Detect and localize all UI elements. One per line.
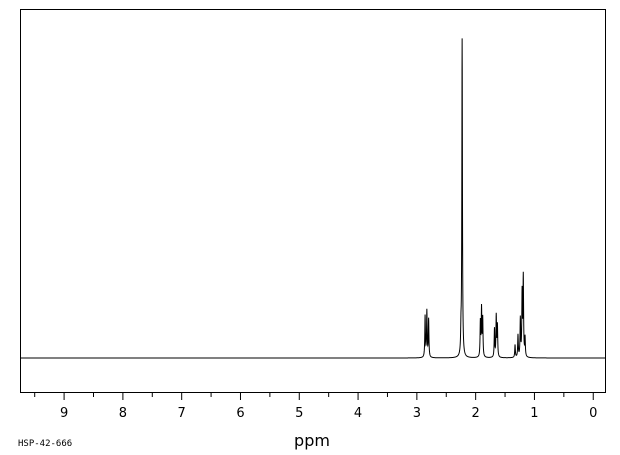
x-tick-label: 7 — [178, 406, 186, 421]
x-tick-label: 0 — [589, 406, 597, 421]
x-tick-label: 9 — [60, 406, 68, 421]
x-tick-label: 3 — [413, 406, 421, 421]
x-tick-label: 4 — [354, 406, 362, 421]
spectrum-series-line — [20, 38, 605, 359]
sample-code-label: HSP-42-666 — [18, 439, 72, 449]
x-tick-label: 6 — [236, 406, 244, 421]
x-tick-label: 5 — [295, 406, 303, 421]
plot-frame — [20, 9, 606, 393]
x-tick-label: 2 — [472, 406, 480, 421]
x-axis-ticks — [34, 392, 594, 400]
x-tick-label: 1 — [530, 406, 538, 421]
x-axis-label: ppm — [294, 431, 330, 450]
x-tick-label: 8 — [119, 406, 127, 421]
x-axis-tick-labels: 9 8 7 6 5 4 3 2 1 0 — [60, 406, 597, 421]
